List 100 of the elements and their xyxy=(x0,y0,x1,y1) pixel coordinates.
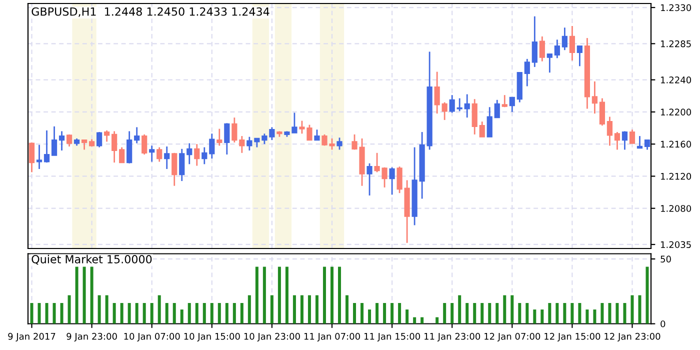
candlestick xyxy=(606,116,613,146)
bar xyxy=(165,303,168,324)
bar xyxy=(563,303,566,324)
bar xyxy=(413,317,416,324)
bar xyxy=(262,266,266,324)
bar xyxy=(195,303,198,324)
y-tick-label: 1.2160 xyxy=(661,140,692,148)
candlestick xyxy=(149,144,155,162)
candlestick xyxy=(539,36,545,62)
candlestick xyxy=(156,146,162,162)
candlestick xyxy=(58,130,65,152)
x-tick-label: 11 Jan 23:00 xyxy=(424,332,480,342)
bar xyxy=(518,303,522,324)
candlestick xyxy=(524,58,530,87)
candlestick xyxy=(28,142,35,173)
bar xyxy=(240,303,244,324)
candlestick xyxy=(119,146,125,164)
bar xyxy=(406,309,409,324)
bar xyxy=(540,309,544,324)
candlestick xyxy=(614,131,620,150)
bar xyxy=(218,303,221,324)
bar xyxy=(616,303,619,324)
candlestick xyxy=(629,128,636,144)
bar xyxy=(188,303,191,324)
bar xyxy=(112,303,116,324)
x-tick-label: 12 Jan 07:00 xyxy=(484,332,540,342)
bar xyxy=(202,303,206,324)
candlestick xyxy=(202,146,208,165)
bar xyxy=(638,295,642,324)
bar xyxy=(353,303,356,324)
candlestick xyxy=(44,130,50,164)
bar xyxy=(172,303,176,324)
candlestick xyxy=(494,99,500,118)
bar xyxy=(473,303,476,324)
bar xyxy=(466,303,469,324)
bar xyxy=(368,309,372,324)
candlestick xyxy=(239,135,245,154)
bar xyxy=(526,303,529,324)
y-tick-label: 1.2330 xyxy=(661,4,692,12)
bar xyxy=(285,266,288,324)
candlestick xyxy=(442,102,448,121)
bar xyxy=(292,295,296,324)
y-tick-label: 1.2120 xyxy=(661,172,692,180)
bar xyxy=(450,303,454,324)
candlestick xyxy=(96,131,102,148)
candlestick xyxy=(336,136,342,150)
candlestick xyxy=(464,94,470,118)
candlestick xyxy=(224,122,230,156)
bar xyxy=(480,303,484,324)
x-tick-label: 12 Jan 15:00 xyxy=(544,332,600,342)
bar xyxy=(496,303,499,324)
bar xyxy=(586,309,589,324)
bar xyxy=(90,266,94,324)
bar xyxy=(503,295,506,324)
bar xyxy=(436,317,439,324)
x-tick-label: 12 Jan 23:00 xyxy=(604,332,660,342)
candlestick xyxy=(179,148,185,182)
candlestick xyxy=(449,94,455,114)
bar xyxy=(232,303,236,324)
bar xyxy=(398,303,402,324)
bar xyxy=(346,295,349,324)
bar xyxy=(105,295,108,324)
candlestick xyxy=(562,26,568,51)
bar xyxy=(158,295,161,324)
bar xyxy=(608,303,612,324)
candlestick xyxy=(172,152,178,187)
bar xyxy=(255,266,258,324)
bar xyxy=(38,303,41,324)
candlestick xyxy=(622,130,628,150)
candlestick xyxy=(134,126,140,144)
bar xyxy=(330,266,334,324)
bar xyxy=(458,295,462,324)
x-tick-label: 9 Jan 23:00 xyxy=(66,332,117,342)
bar xyxy=(68,295,71,324)
candlestick xyxy=(576,45,582,67)
bar xyxy=(248,295,251,324)
bar xyxy=(308,295,311,324)
bar xyxy=(646,266,649,324)
y-tick-label: 0 xyxy=(660,320,666,328)
bar xyxy=(135,303,138,324)
candlestick xyxy=(456,98,462,112)
candlestick xyxy=(194,143,200,166)
candlestick xyxy=(209,132,215,160)
x-tick-label: 10 Jan 15:00 xyxy=(184,332,240,342)
candlestick xyxy=(479,120,485,138)
bar xyxy=(82,266,86,324)
bar xyxy=(315,295,318,324)
candlestick xyxy=(546,53,552,74)
bar xyxy=(45,303,48,324)
bar xyxy=(548,303,552,324)
candlestick xyxy=(142,134,148,156)
annotation: Quiet Market 15.0000 xyxy=(32,254,152,265)
candlestick xyxy=(104,130,110,142)
candlestick xyxy=(262,132,268,145)
bar xyxy=(443,303,446,324)
bar xyxy=(338,266,341,324)
candlestick xyxy=(126,130,132,164)
candlestick xyxy=(164,146,170,170)
candlestick xyxy=(636,135,643,149)
bar xyxy=(52,303,56,324)
